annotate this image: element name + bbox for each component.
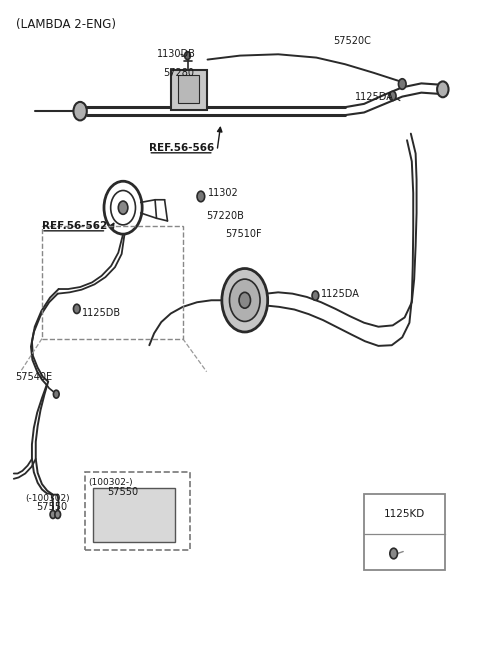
Text: 57520C: 57520C <box>333 36 371 46</box>
Text: 57540E: 57540E <box>15 372 52 382</box>
Text: 57550: 57550 <box>108 487 139 497</box>
Text: 57510F: 57510F <box>226 229 262 239</box>
Text: 11302: 11302 <box>207 188 238 198</box>
Circle shape <box>50 511 56 519</box>
Circle shape <box>185 52 191 60</box>
Circle shape <box>118 201 128 214</box>
Bar <box>178 76 199 103</box>
Text: 57280: 57280 <box>164 68 195 78</box>
Text: (100302-): (100302-) <box>88 478 133 487</box>
Text: 57220B: 57220B <box>206 211 244 221</box>
Circle shape <box>53 390 59 398</box>
Bar <box>85 472 190 550</box>
Text: REF.56-566: REF.56-566 <box>149 143 215 153</box>
Circle shape <box>222 268 268 332</box>
Text: 1125DB: 1125DB <box>82 309 120 319</box>
Text: 1125KD: 1125KD <box>384 509 425 519</box>
Text: (LAMBDA 2-ENG): (LAMBDA 2-ENG) <box>16 18 116 31</box>
Text: REF.56-562: REF.56-562 <box>42 221 107 231</box>
Circle shape <box>73 102 87 120</box>
Circle shape <box>229 279 260 321</box>
Bar <box>42 226 183 339</box>
Circle shape <box>239 292 251 308</box>
Text: 1125DA: 1125DA <box>321 289 360 299</box>
Text: 1130DB: 1130DB <box>156 49 195 59</box>
Circle shape <box>398 79 406 90</box>
Circle shape <box>437 82 448 97</box>
Circle shape <box>197 191 204 202</box>
Text: 1125DA: 1125DA <box>355 92 394 102</box>
Circle shape <box>390 548 397 559</box>
Circle shape <box>73 304 80 313</box>
Bar <box>94 488 175 542</box>
Circle shape <box>55 511 60 519</box>
Circle shape <box>389 92 396 100</box>
Text: 57550: 57550 <box>36 502 67 512</box>
Circle shape <box>312 291 319 300</box>
Bar <box>364 494 445 570</box>
Bar <box>171 70 206 110</box>
Text: (-100302): (-100302) <box>25 494 70 503</box>
